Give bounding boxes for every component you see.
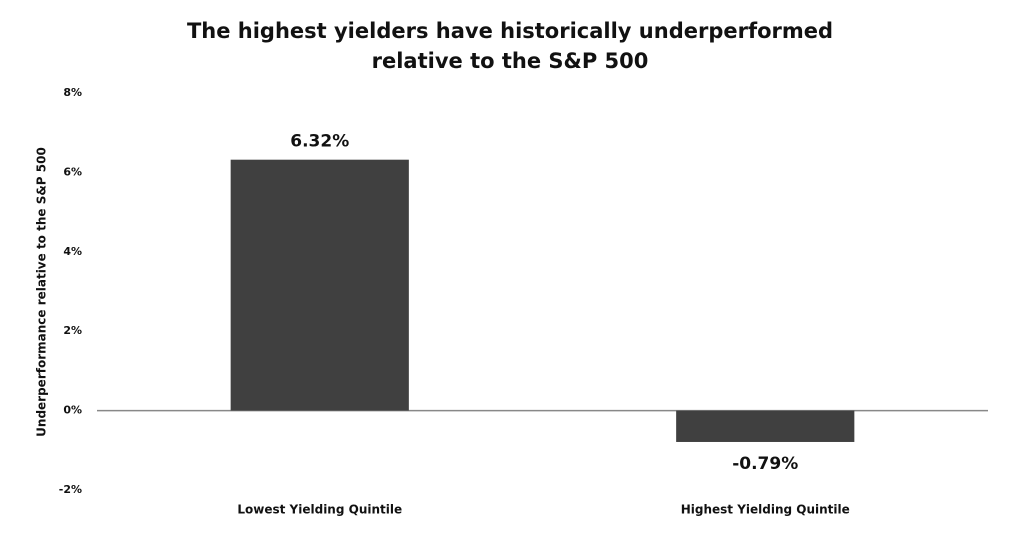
- y-tick-label: 0%: [63, 404, 82, 417]
- value-label: -0.79%: [732, 454, 798, 474]
- bar: [230, 159, 409, 411]
- bar: [676, 410, 855, 442]
- value-label: 6.32%: [290, 132, 349, 152]
- y-tick-label: -2%: [59, 483, 82, 496]
- y-tick-label: 2%: [63, 324, 82, 337]
- y-tick-label: 6%: [63, 165, 82, 178]
- chart-title: The highest yielders have historically u…: [187, 19, 833, 43]
- chart-title: relative to the S&P 500: [372, 49, 649, 73]
- x-tick-label: Highest Yielding Quintile: [681, 503, 850, 517]
- y-tick-label: 4%: [63, 245, 82, 258]
- x-tick-label: Lowest Yielding Quintile: [237, 503, 402, 517]
- y-tick-label: 8%: [63, 86, 82, 99]
- y-axis-label: Underperformance relative to the S&P 500: [35, 147, 49, 437]
